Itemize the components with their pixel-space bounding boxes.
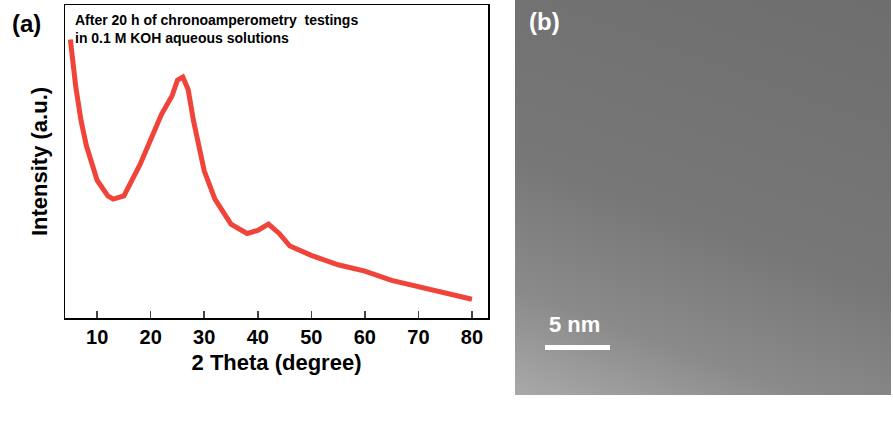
html-text:5 nm: 5 nm <box>549 312 601 337</box>
svg-text:80: 80 <box>461 326 483 348</box>
svg-text:10: 10 <box>86 326 108 348</box>
svg-text:20: 20 <box>140 326 162 348</box>
svg-text:60: 60 <box>354 326 376 348</box>
svg-text:After 20 h of chronoamperometr: After 20 h of chronoamperometry testings… <box>75 12 358 46</box>
svg-text:30: 30 <box>193 326 215 348</box>
svg-text:Intensity (a.u.): Intensity (a.u.) <box>27 87 52 236</box>
html-text:(b): (b) <box>529 8 560 35</box>
svg-text:(a): (a) <box>12 10 41 37</box>
svg-text:50: 50 <box>300 326 322 348</box>
svg-text:40: 40 <box>247 326 269 348</box>
svg-text:2 Theta (degree): 2 Theta (degree) <box>192 350 362 375</box>
svg-text:70: 70 <box>407 326 429 348</box>
